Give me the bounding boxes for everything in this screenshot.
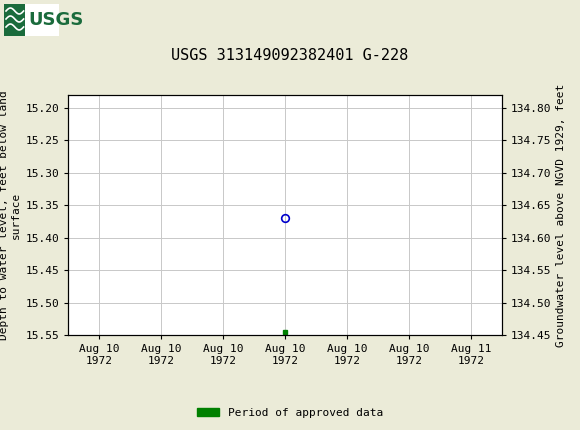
Y-axis label: Depth to water level, feet below land
surface: Depth to water level, feet below land su…: [0, 90, 21, 340]
Bar: [4, 4, 59, 36]
Text: USGS: USGS: [29, 11, 84, 29]
Bar: [4, 4, 25, 36]
Legend: Period of approved data: Period of approved data: [193, 403, 387, 422]
Y-axis label: Groundwater level above NGVD 1929, feet: Groundwater level above NGVD 1929, feet: [556, 83, 566, 347]
Text: USGS 313149092382401 G-228: USGS 313149092382401 G-228: [171, 48, 409, 63]
